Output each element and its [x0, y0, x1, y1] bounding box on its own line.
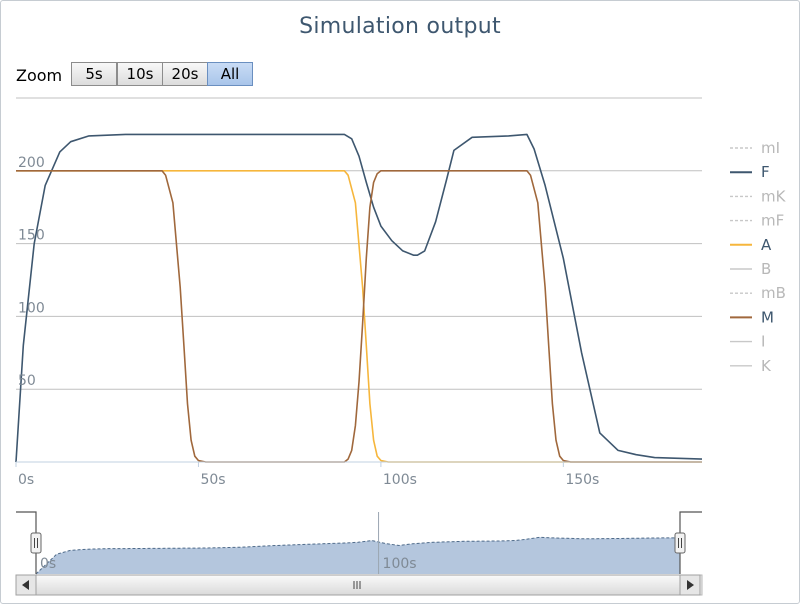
x-tick-label: 100s [383, 472, 417, 488]
legend-item-A[interactable]: A [730, 236, 772, 254]
thumb-body [35, 574, 681, 596]
axes: 50 100 150 200 0s 50s 100s 150s [15, 155, 702, 488]
handle-body [674, 532, 686, 554]
navigator-series-line [35, 536, 681, 575]
navigator: 0s 100s [16, 511, 702, 575]
legend-label: A [761, 236, 772, 254]
zoom-label: Zoom [16, 66, 63, 85]
legend-item-mI[interactable]: mI [730, 139, 780, 157]
x-tick-label: 50s [200, 472, 225, 488]
x-tick-label: 150s [565, 472, 599, 488]
chart-title: Simulation output [299, 14, 501, 39]
legend-label: mK [761, 187, 787, 205]
scroll-left-button[interactable] [15, 574, 37, 596]
handle-body [30, 532, 42, 554]
legend-label: mF [761, 212, 784, 230]
navigator-series-area [36, 537, 680, 574]
legend-label: B [761, 260, 771, 278]
zoom-5s-button[interactable]: 5s [71, 62, 117, 86]
legend-item-I[interactable]: I [730, 333, 765, 351]
navigator-handle-left[interactable] [30, 532, 42, 554]
legend-label: K [761, 357, 772, 375]
scroll-right-button[interactable] [679, 574, 701, 596]
arrow-right-icon [687, 580, 694, 590]
x-tick-label: 0s [18, 472, 34, 488]
y-tick-label: 150 [18, 228, 45, 244]
legend-label: mB [761, 284, 786, 302]
scrollbar [15, 574, 703, 596]
series-line-A [16, 170, 702, 463]
legend-item-M[interactable]: M [730, 308, 774, 326]
legend-item-mB[interactable]: mB [730, 284, 786, 302]
zoom-all-button[interactable]: All [207, 62, 253, 86]
navigator-tick-label: 100s [383, 556, 417, 572]
y-tick-label: 200 [18, 155, 45, 171]
legend-item-F[interactable]: F [730, 163, 770, 181]
legend-label: M [761, 308, 774, 326]
series-line-F [15, 133, 703, 463]
legend-label: F [761, 163, 770, 181]
series-line-M [16, 170, 702, 463]
scrollbar-thumb[interactable] [35, 574, 681, 596]
plot-area [15, 133, 703, 463]
legend-label: I [761, 333, 765, 351]
legend-item-mK[interactable]: mK [730, 187, 787, 205]
legend-label: mI [761, 139, 780, 157]
navigator-tick-label: 0s [40, 556, 56, 572]
zoom-10s-button[interactable]: 10s [117, 62, 163, 86]
y-tick-label: 100 [18, 300, 45, 316]
arrow-left-icon [22, 580, 29, 590]
legend-item-mF[interactable]: mF [730, 212, 784, 230]
navigator-handle-right[interactable] [674, 532, 686, 554]
y-tick-label: 50 [18, 373, 36, 389]
legend-item-K[interactable]: K [730, 357, 772, 375]
legend-item-B[interactable]: B [730, 260, 771, 278]
